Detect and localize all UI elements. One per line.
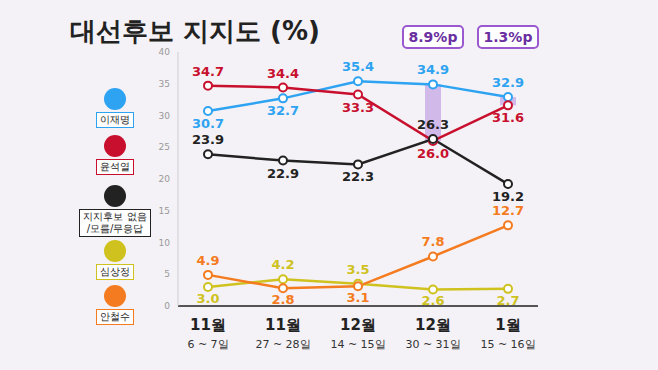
svg-text:1.3%p: 1.3%p	[484, 29, 533, 45]
svg-text:4.2: 4.2	[271, 257, 294, 272]
svg-text:25: 25	[159, 142, 170, 152]
svg-text:32.9: 32.9	[492, 75, 524, 90]
html-text:/모름/무응답: /모름/무응답	[86, 223, 144, 234]
svg-text:30: 30	[159, 111, 171, 121]
svg-text:22.9: 22.9	[267, 166, 299, 181]
svg-text:22.3: 22.3	[342, 169, 374, 184]
svg-text:14 ~ 15일: 14 ~ 15일	[330, 338, 385, 351]
svg-text:19.2: 19.2	[492, 189, 524, 204]
svg-text:27 ~ 28일: 27 ~ 28일	[255, 338, 310, 351]
svg-text:0: 0	[164, 301, 170, 311]
svg-text:3.5: 3.5	[346, 262, 369, 277]
svg-text:23.9: 23.9	[192, 132, 224, 147]
svg-text:35: 35	[159, 79, 170, 89]
svg-text:3.0: 3.0	[196, 291, 219, 306]
svg-text:7.8: 7.8	[421, 234, 444, 249]
svg-text:10: 10	[159, 238, 171, 248]
html-text:안철수: 안철수	[100, 311, 130, 322]
svg-text:3.1: 3.1	[346, 290, 369, 305]
svg-text:26.3: 26.3	[417, 117, 449, 132]
svg-text:11월: 11월	[190, 316, 226, 334]
svg-text:35.4: 35.4	[342, 59, 374, 74]
svg-text:11월: 11월	[265, 316, 301, 334]
html-text:이재명: 이재명	[100, 114, 130, 125]
svg-text:1월: 1월	[495, 316, 520, 334]
svg-text:15 ~ 16일: 15 ~ 16일	[480, 338, 535, 351]
html-text:심상정: 심상정	[100, 266, 130, 277]
svg-text:32.7: 32.7	[267, 103, 299, 118]
svg-text:5: 5	[164, 269, 170, 279]
svg-text:2.6: 2.6	[421, 293, 444, 308]
svg-text:6 ~ 7일: 6 ~ 7일	[187, 338, 228, 351]
svg-text:30 ~ 31일: 30 ~ 31일	[405, 338, 460, 351]
html-text:대선후보 지지도 (%): 대선후보 지지도 (%)	[70, 16, 320, 46]
svg-text:2.8: 2.8	[271, 292, 294, 307]
svg-text:20: 20	[159, 174, 171, 184]
svg-text:26.0: 26.0	[417, 146, 449, 161]
svg-text:30.7: 30.7	[192, 116, 224, 131]
svg-text:31.6: 31.6	[492, 110, 524, 125]
svg-text:12월: 12월	[340, 316, 376, 334]
svg-text:2.7: 2.7	[496, 293, 519, 308]
svg-text:12월: 12월	[415, 316, 451, 334]
svg-text:8.9%p: 8.9%p	[409, 29, 458, 45]
svg-text:15: 15	[159, 206, 170, 216]
svg-text:34.4: 34.4	[267, 66, 299, 81]
svg-text:34.7: 34.7	[192, 64, 224, 79]
html-text:윤석열: 윤석열	[100, 161, 130, 172]
svg-text:34.9: 34.9	[417, 62, 449, 77]
svg-text:4.9: 4.9	[196, 253, 219, 268]
svg-text:40: 40	[159, 47, 171, 57]
svg-text:33.3: 33.3	[342, 100, 374, 115]
svg-text:12.7: 12.7	[492, 203, 524, 218]
html-text:지지후보 없음: 지지후보 없음	[83, 211, 147, 222]
